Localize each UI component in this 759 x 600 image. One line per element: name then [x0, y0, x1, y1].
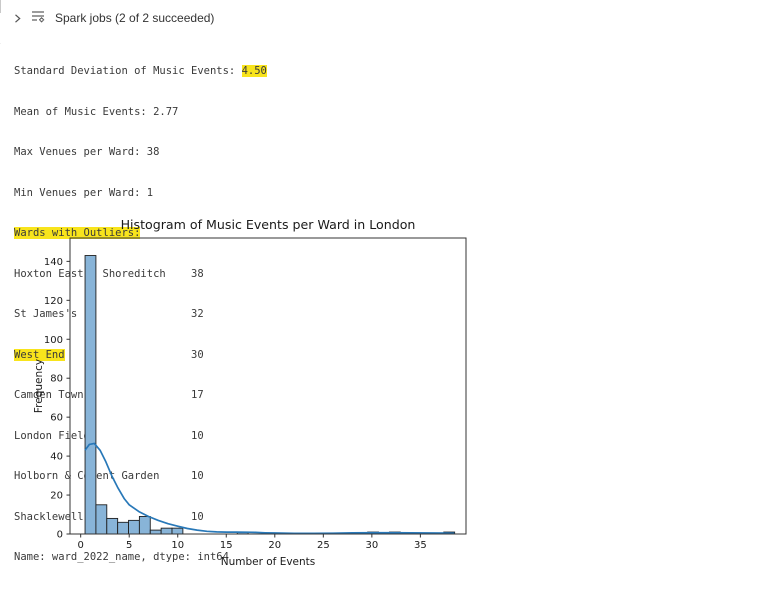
spark-jobs-header[interactable]: Spark jobs (2 of 2 succeeded)	[13, 9, 214, 27]
chevron-right-icon[interactable]	[13, 13, 22, 23]
x-tick-label: 5	[126, 540, 132, 551]
y-tick-label: 0	[57, 530, 63, 541]
y-tick-label: 20	[50, 491, 63, 502]
output-line: Holborn & Covent Garden 10	[14, 470, 204, 482]
y-tick-label: 80	[50, 374, 63, 385]
histogram-bar	[160, 527, 173, 535]
plot-frame	[69, 237, 467, 535]
y-tick-label: 120	[44, 296, 63, 307]
y-tick-label: 40	[50, 452, 63, 463]
x-tick-label: 35	[414, 540, 427, 551]
spark-jobs-icon	[31, 9, 46, 28]
output-line: Mean of Music Events: 2.77	[14, 105, 179, 118]
y-tick-label: 140	[44, 257, 63, 268]
output-line: Max Venues per Ward: 38	[14, 146, 160, 158]
y-axis-label: Frequency	[33, 359, 45, 413]
histogram-figure: Histogram of Music Events per Ward in Lo…	[30, 216, 490, 578]
histogram-svg: Histogram of Music Events per Ward in Lo…	[33, 217, 467, 568]
y-tick-label: 100	[44, 335, 63, 346]
x-axis-label: Number of Events	[221, 556, 316, 568]
histogram-bar	[84, 255, 97, 535]
output-line: Min Venues per Ward: 1	[14, 186, 154, 199]
output-line: Name: ward_2022_name, dtype: int64	[14, 551, 229, 563]
highlighted-text: West End	[14, 348, 65, 361]
histogram-bar	[128, 519, 140, 535]
output-line: West End 30	[14, 348, 204, 361]
x-tick-label: 30	[365, 540, 378, 551]
histogram-bar	[117, 521, 129, 535]
chart-title: Histogram of Music Events per Ward in Lo…	[121, 217, 416, 232]
x-tick-label: 15	[220, 540, 233, 551]
x-tick-label: 20	[268, 540, 281, 551]
output-line: Shacklewell 10	[14, 510, 204, 523]
histogram-bar	[95, 504, 108, 535]
highlighted-text: Wards with Outliers:	[14, 227, 141, 239]
histogram-bar	[171, 527, 184, 535]
histogram-bar	[138, 516, 151, 535]
histogram-bar	[149, 529, 162, 535]
kde-curve	[84, 442, 455, 534]
output-line: Standard Deviation of Music Events: 4.50	[14, 65, 267, 77]
output-line: Camden Town 17	[14, 389, 204, 401]
spark-jobs-label: Spark jobs (2 of 2 succeeded)	[55, 11, 215, 25]
y-tick-label: 60	[50, 413, 63, 424]
output-line: Hoxton East & Shoreditch 38	[14, 267, 204, 280]
histogram-bar	[106, 517, 119, 535]
cell-output-text: Standard Deviation of Music Events: 4.50…	[14, 38, 267, 578]
output-line: St James's 32	[14, 308, 204, 320]
x-tick-label: 0	[77, 540, 83, 551]
x-tick-label: 10	[171, 540, 184, 551]
highlighted-value: 4.50	[241, 65, 267, 77]
x-tick-label: 25	[317, 540, 330, 551]
panel-edge-line	[0, 0, 1, 13]
output-line: Wards with Outliers:	[14, 227, 267, 241]
output-collapse-caret[interactable]: ▸	[0, 39, 4, 48]
